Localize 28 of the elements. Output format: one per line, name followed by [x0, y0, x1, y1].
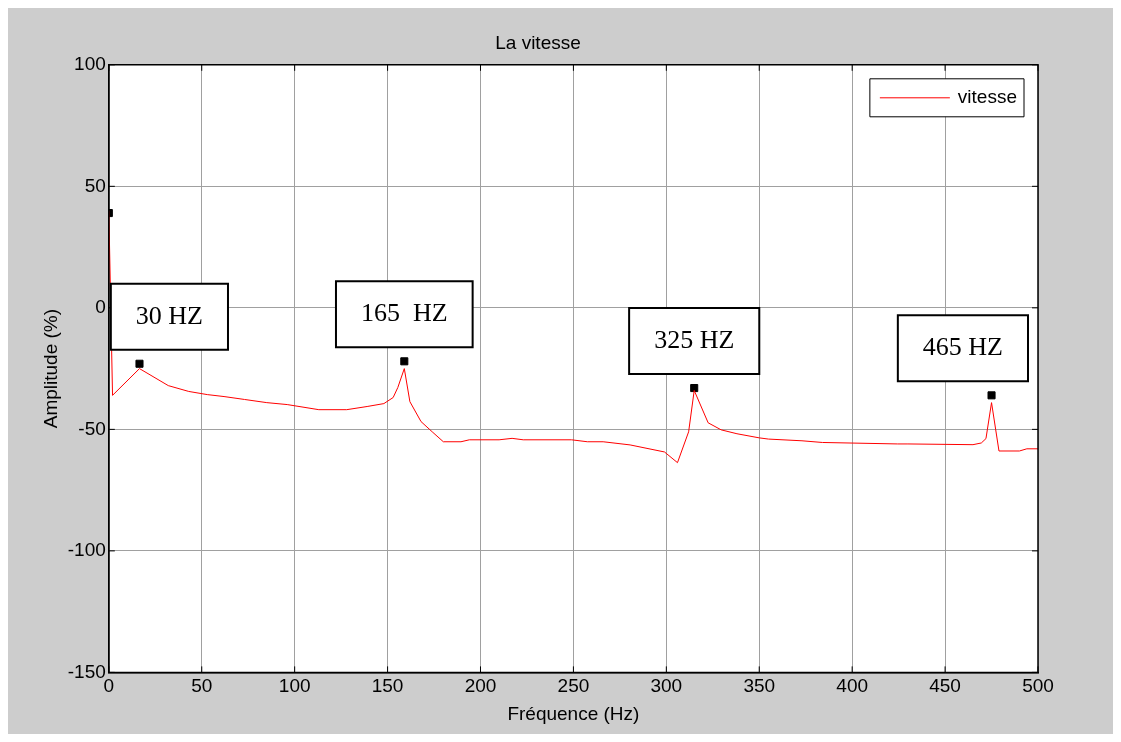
x-tick-label: 500 — [1022, 675, 1054, 697]
y-tick-label: 50 — [84, 174, 106, 196]
x-tick-label: 250 — [557, 675, 590, 697]
y-tick-label: -100 — [67, 539, 106, 561]
x-tick-label: 350 — [743, 675, 776, 697]
y-axis-title: Amplitude (%) — [39, 308, 61, 429]
legend-label: vitesse — [957, 86, 1018, 108]
annotation: 465 HZ — [922, 332, 1004, 362]
point — [135, 359, 144, 368]
y-tick-label: 100 — [74, 53, 106, 75]
x-tick-label: 400 — [836, 675, 869, 697]
x-tick-label: 450 — [929, 675, 961, 697]
chart-title: La vitesse — [495, 31, 581, 53]
point — [690, 384, 699, 393]
point — [987, 391, 996, 400]
annotation: 325 HZ — [654, 324, 735, 354]
x-tick-label: 300 — [650, 675, 683, 697]
x-tick-label: 150 — [371, 675, 404, 697]
y-tick-label: -50 — [78, 417, 106, 439]
x-tick-label: 200 — [464, 675, 497, 697]
x-axis-title: Fréquence (Hz) — [507, 702, 640, 724]
y-tick-label: -150 — [67, 660, 106, 682]
annotation: 30 HZ — [135, 300, 203, 330]
x-tick-label: 100 — [278, 675, 311, 697]
annotation: 165 HZ — [360, 298, 448, 328]
point — [400, 357, 409, 366]
x-tick-label: 50 — [191, 675, 213, 697]
y-tick-label: 0 — [95, 296, 106, 318]
